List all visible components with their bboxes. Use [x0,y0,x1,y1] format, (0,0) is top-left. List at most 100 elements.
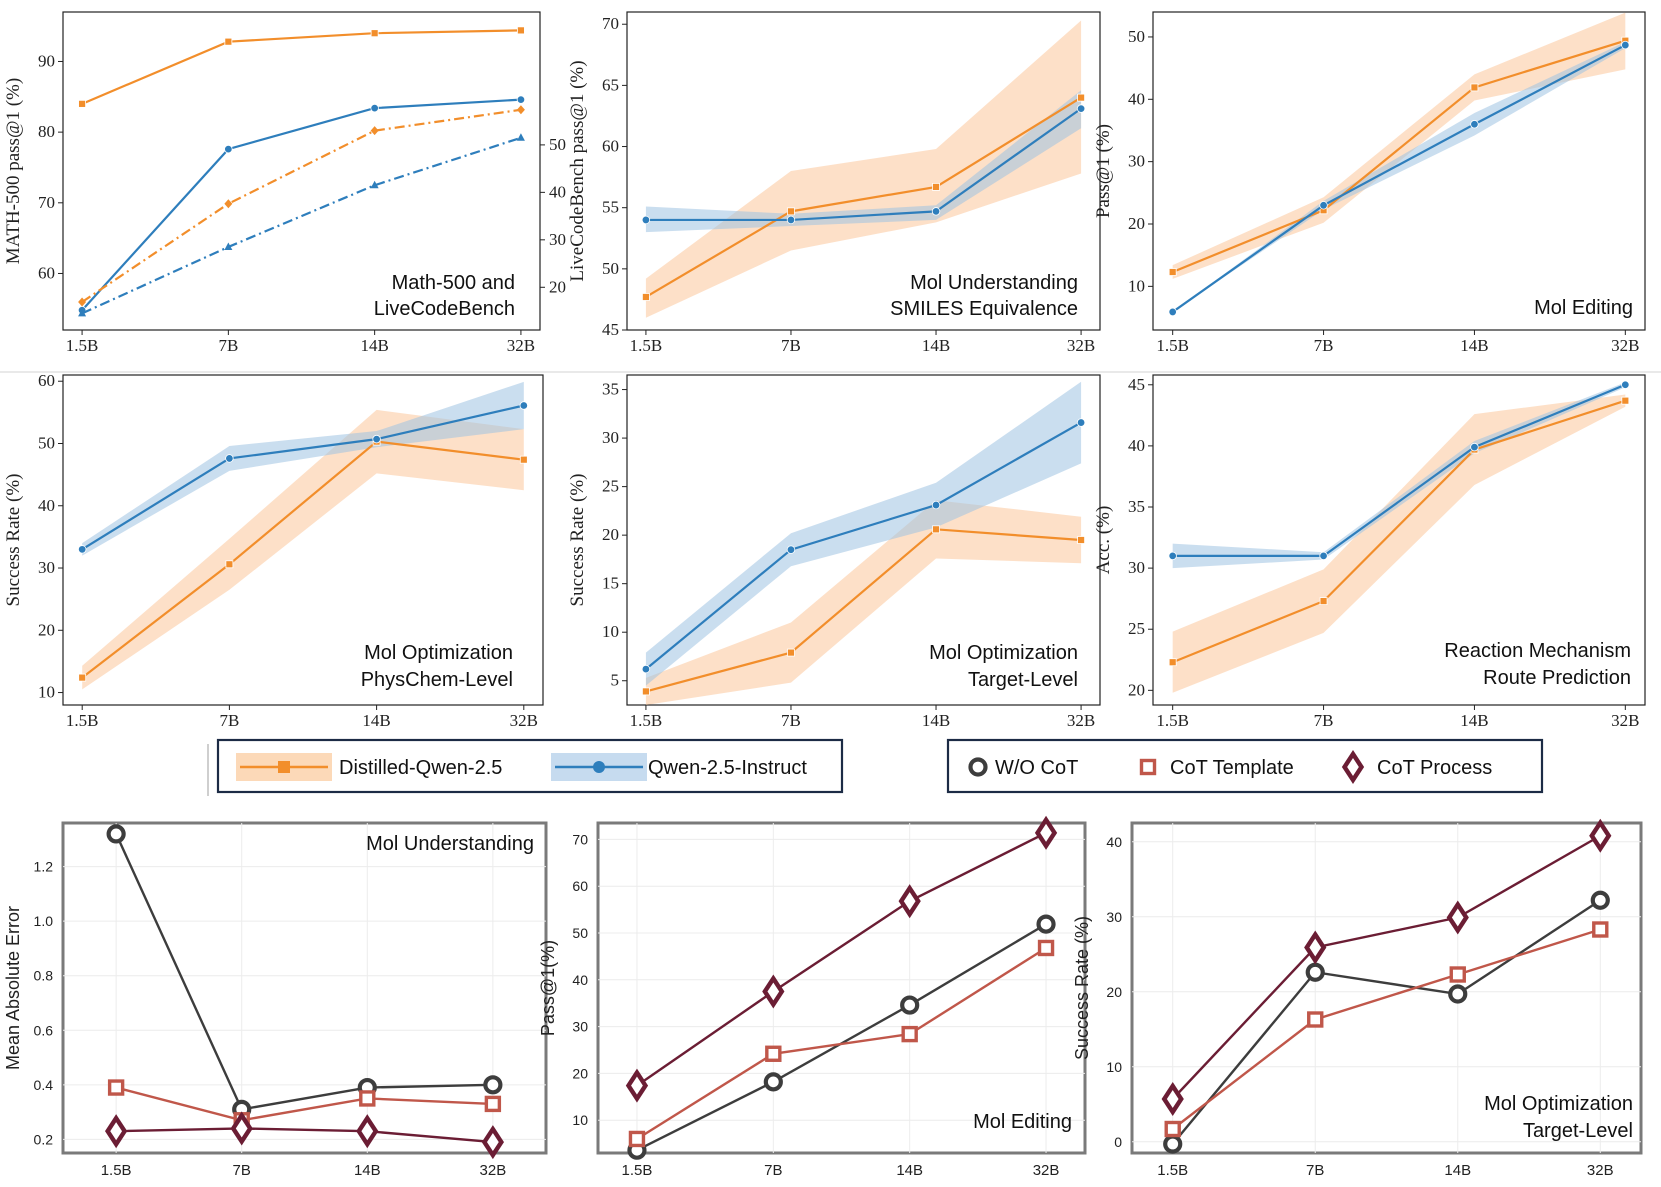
series-line [116,1127,493,1144]
y-tick-label: 45 [1128,375,1145,394]
data-point [1161,1081,1184,1117]
x-tick-label: 32B [1611,711,1639,730]
series-line [81,136,522,315]
x-tick-label: 7B [218,336,238,355]
data-point [224,242,233,250]
series-line [115,1086,493,1122]
x-tick-label: 7B [781,711,801,730]
x-tick-label: 32B [507,336,535,355]
data-point [370,29,379,38]
x-tick-label: 14B [362,711,390,730]
series-line [81,108,522,303]
chart-annotation: Mol Optimization [1484,1093,1633,1115]
confidence-band [1172,394,1626,693]
y-axis-label: MATH-500 pass@1 (%) [3,78,24,264]
series-line [1171,928,1601,1130]
data-point [1304,930,1327,965]
data-point [932,525,940,534]
data-point [931,207,941,216]
data-point [516,105,525,115]
chart-annotation: Target-Level [1523,1120,1633,1142]
series-line [81,440,524,679]
data-point [641,215,651,225]
data-point [1164,1120,1181,1138]
data-point [1470,442,1479,452]
chart-c8: 10 20 30 40 50 60 70 1.5B 7B 14B 32B Pass@1(%) Mol E… [538,815,1087,1179]
y-tick-label: 60 [602,137,619,156]
data-point [763,1072,783,1092]
data-point [900,995,920,1015]
y-tick-label: 40 [1128,436,1145,455]
data-point [359,1090,376,1107]
legend-marker [593,761,605,773]
y-axis-label: Success Rate (%) [3,474,24,607]
y-axis-label: Pass@1 (%) [1093,124,1114,218]
chart-annotation: Math-500 and [392,272,515,294]
y-tick-label: 20 [1128,680,1145,699]
data-point [1621,396,1630,405]
y-tick-label: 70 [38,193,55,212]
data-point [1589,818,1612,853]
data-point [1470,120,1479,129]
data-point [77,545,87,554]
data-point [787,648,795,657]
data-point [901,1025,918,1043]
data-point [517,26,525,35]
y-tick-label: 20 [38,620,55,639]
data-point [1590,890,1610,910]
y-tick-label: 65 [602,75,619,94]
chart-c1: 60 70 80 90 20 30 40 50 1.5B 7B 14B 32B MATH-500 pas… [3,11,566,355]
data-point [230,1111,253,1146]
y-axis-label: Success Rate (%) [567,474,588,607]
x-tick-label: 1.5B [66,336,99,355]
confidence-band [82,409,524,690]
series-line [645,96,1082,298]
data-point [1077,536,1085,544]
chart-annotation: Route Prediction [1483,667,1631,689]
data-point [1621,380,1630,389]
data-point [519,401,528,410]
chart-annotation: Target-Level [968,669,1078,691]
y-tick-label: 20 [1128,214,1145,233]
y-tick-label: 0.2 [34,1131,54,1147]
legend-cot: W/O CoT CoT Template CoT Process [946,738,1544,794]
x-tick-label: 7B [1314,711,1334,730]
series-line [115,833,493,1111]
y-tick-label: 10 [602,622,619,641]
y-right-tick-label: 50 [549,135,566,154]
confidence-band [645,381,1082,686]
x-tick-label: 32B [1067,336,1095,355]
y-axis-label: Pass@1(%) [538,940,558,1036]
chart-annotation: Mol Understanding [366,833,534,855]
data-point [1076,418,1086,427]
x-tick-label: 14B [1460,711,1488,730]
x-tick-label: 32B [510,711,538,730]
chart-annotation: PhysChem-Level [361,669,513,691]
x-tick-label: 7B [1306,1162,1324,1179]
chart-c2: 45 50 55 60 65 70 1.5B 7B 14B 32B LiveCodeBench pa… [567,11,1101,355]
data-point [1076,104,1086,113]
y-tick-label: 45 [602,320,619,339]
chart-annotation: Mol Editing [973,1111,1072,1133]
data-point [1446,900,1469,935]
data-point [642,293,650,301]
x-tick-label: 1.5B [630,336,663,355]
series-line [81,404,525,551]
data-point [898,884,921,919]
x-tick-label: 32B [480,1162,507,1179]
data-point [1449,966,1466,983]
y-tick-label: 30 [1106,909,1122,925]
y-axis-label: LiveCodeBench pass@1 (%) [567,60,588,281]
data-point [786,215,796,225]
x-tick-label: 7B [781,336,801,355]
data-point [516,95,526,104]
data-point [224,144,233,154]
y-tick-label: 55 [602,198,619,217]
x-tick-label: 14B [896,1162,923,1179]
series-line [1172,44,1626,313]
data-point [641,664,651,674]
data-point [516,133,525,141]
series-line [645,528,1082,693]
